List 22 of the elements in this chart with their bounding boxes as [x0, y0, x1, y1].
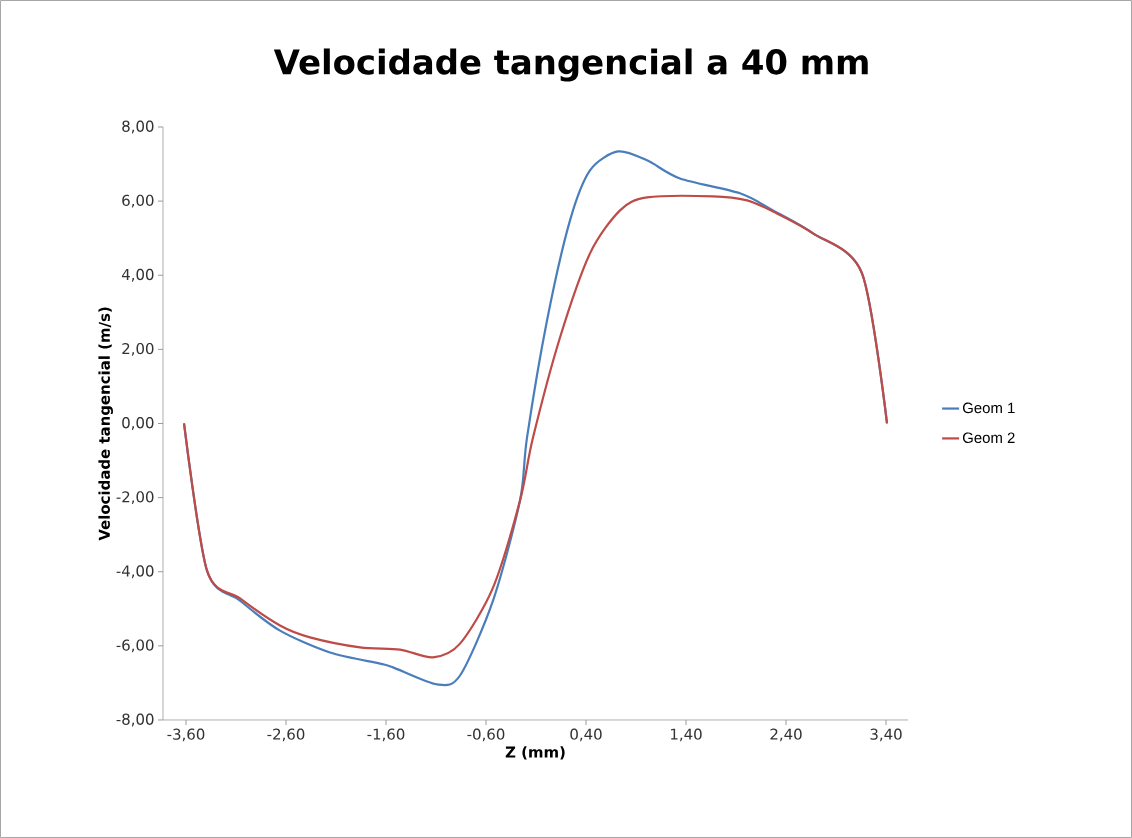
x-tick-label: -1,60	[367, 728, 405, 742]
y-tick-label: -4,00	[116, 565, 154, 579]
x-tick-label: 2,40	[770, 728, 802, 742]
x-tick-label: 1,40	[671, 728, 702, 742]
y-tick-label: -8,00	[116, 713, 154, 727]
y-tick-label: 0,00	[122, 417, 154, 430]
y-tick-label: -2,00	[116, 491, 154, 505]
y-tick-label: -6,00	[116, 639, 154, 653]
y-tick-label: 6,00	[122, 194, 154, 208]
chart-title: Velocidade tangencial a 40 mm	[273, 48, 868, 82]
legend-label: Geom 2	[962, 432, 1015, 444]
x-tick-label: 0,40	[570, 728, 602, 742]
x-axis-title: Z (mm)	[505, 746, 565, 760]
x-tick-label: 3,40	[870, 728, 902, 742]
y-tick-label: 8,00	[122, 120, 154, 134]
y-tick-label: 2,00	[122, 342, 154, 356]
legend-label: Geom 1	[962, 402, 1015, 414]
y-axis-title: Velocidade tangencial (m/s)	[98, 307, 113, 541]
x-tick-label: -3,60	[167, 728, 205, 742]
y-tick-label: 4,00	[121, 268, 154, 282]
x-tick-label: -0,60	[467, 728, 505, 742]
x-tick-label: -2,60	[267, 728, 305, 742]
